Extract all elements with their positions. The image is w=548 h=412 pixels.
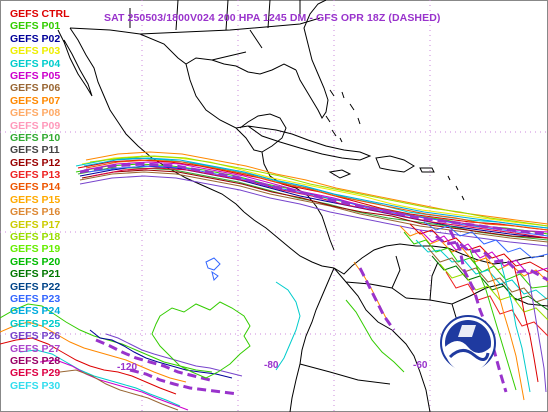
- longitude-label-80w: -80: [264, 360, 279, 371]
- legend-item: GEFS P06: [10, 82, 61, 95]
- legend-item: GEFS P13: [10, 169, 61, 182]
- map-title: SAT 250503/1800V024 200 HPA 1245 DM - GF…: [104, 12, 441, 24]
- ensemble-legend: GEFS CTRL GEFS P01 GEFS P02 GEFS P03 GEF…: [10, 8, 70, 392]
- legend-item: GEFS P25: [10, 317, 61, 330]
- legend-item: GEFS P08: [10, 107, 61, 120]
- legend-item: GEFS P15: [10, 193, 61, 206]
- legend-item: GEFS P16: [10, 206, 61, 219]
- legend-item: GEFS P30: [10, 379, 61, 392]
- legend-item: GEFS P28: [10, 354, 61, 367]
- legend-item: GEFS P05: [10, 69, 61, 82]
- legend-item: GEFS P07: [10, 94, 61, 107]
- longitude-label-60w: -60: [413, 360, 428, 371]
- legend-item: GEFS P24: [10, 305, 61, 318]
- ensemble-band-south: [0, 261, 405, 411]
- ensemble-band-north: [75, 151, 548, 247]
- legend-item: GEFS P04: [10, 57, 61, 70]
- legend-item: GEFS P29: [10, 367, 61, 380]
- legend-item: GEFS P02: [10, 32, 61, 45]
- legend-item: GEFS P09: [10, 119, 61, 132]
- legend-item: GEFS P14: [10, 181, 61, 194]
- legend-item: GEFS P01: [10, 20, 61, 33]
- longitude-label-120w: -120: [117, 362, 138, 373]
- legend-item: GEFS P26: [10, 330, 61, 343]
- legend-item: GEFS P19: [10, 243, 61, 256]
- legend-item: GEFS P22: [10, 280, 61, 293]
- legend-item: GEFS P27: [10, 342, 61, 355]
- noaa-logo: [440, 315, 496, 372]
- legend-item: GEFS P11: [10, 144, 60, 157]
- legend-item: GEFS P12: [10, 156, 61, 169]
- legend-item: GEFS P23: [10, 292, 61, 305]
- legend-item: GEFS P21: [10, 268, 61, 281]
- legend-item: GEFS P17: [10, 218, 61, 231]
- coastlines: [57, 0, 548, 412]
- legend-item: GEFS P18: [10, 231, 61, 244]
- legend-item: GEFS CTRL: [10, 8, 70, 20]
- legend-item: GEFS P20: [10, 255, 61, 268]
- legend-item: GEFS P10: [10, 131, 61, 144]
- ensemble-band-east: [399, 221, 548, 401]
- legend-item: GEFS P03: [10, 45, 61, 58]
